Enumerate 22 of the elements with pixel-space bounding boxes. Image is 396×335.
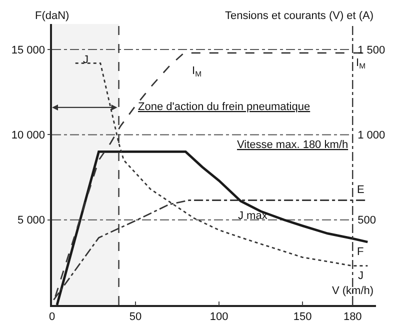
x-tick-label: 180 — [343, 310, 362, 323]
ref-line-label: Vitesse max. 180 km/h — [237, 139, 348, 151]
x-tick-label: 150 — [293, 310, 312, 323]
y2-axis-title: Tensions et courants (V) et (A) — [225, 10, 374, 22]
y-tick-label: 10 000 — [11, 130, 46, 142]
y-tick-label: 5 000 — [18, 214, 46, 227]
y-axis-title: F(daN) — [35, 10, 70, 22]
series-label: I$_{M}$ — [356, 57, 366, 70]
annotation: J — [83, 54, 88, 66]
x-axis-title: V (km/h) — [332, 285, 374, 297]
y2-tick-label: 500 — [358, 214, 376, 227]
band-label: Zone d'action du frein pneumatique — [138, 101, 310, 113]
y-tick-label: 15 000 — [11, 44, 46, 56]
series-label: E — [357, 184, 364, 196]
x-tick-label: 100 — [210, 310, 228, 323]
annotation: J max — [238, 210, 268, 222]
y2-tick-label: 1 000 — [358, 130, 386, 142]
x-tick-label: 0 — [48, 310, 56, 323]
annotation: I$_{M}$ — [192, 65, 202, 78]
series-label: J — [358, 270, 364, 282]
series-label: F — [357, 246, 364, 258]
x-tick-label: 50 — [129, 310, 142, 323]
